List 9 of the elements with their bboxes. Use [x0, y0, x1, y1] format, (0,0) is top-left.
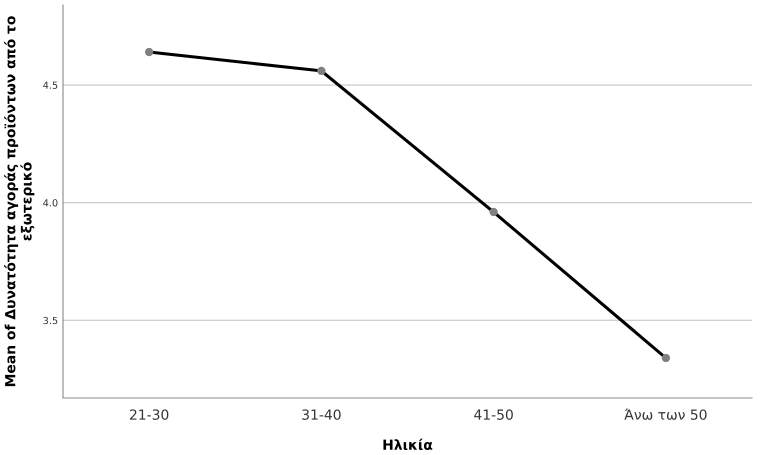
x-tick-label: Άνω των 50: [624, 408, 707, 420]
x-tick-label: 41-50: [474, 409, 513, 420]
y-tick-label: 4.0: [43, 199, 58, 207]
x-tick-label: 21-30: [130, 409, 168, 420]
y-tick-label: 3.5: [43, 316, 58, 324]
x-axis-title: Ηλικία: [383, 438, 432, 450]
y-tick-label: 4.5: [43, 82, 58, 89]
x-tick-label: 31-40: [302, 409, 341, 420]
y-axis-title: Mean of Δυνατότητα αγοράς προϊόντων από το εξωτερικό: [4, 16, 34, 386]
